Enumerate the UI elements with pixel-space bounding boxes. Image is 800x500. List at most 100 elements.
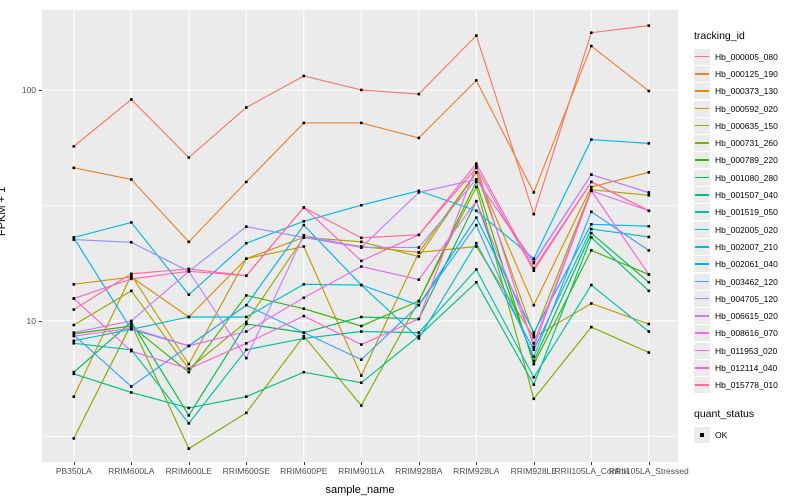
quant-point (532, 331, 536, 334)
quant-point (302, 296, 306, 300)
legend-key-line (695, 124, 709, 127)
x-tick-label: RRIM901LA (338, 466, 385, 476)
quant-point (72, 308, 76, 311)
quant-point (130, 385, 133, 388)
quant-point (130, 319, 133, 323)
x-tick-mark (246, 462, 248, 465)
legend-key-line (695, 315, 709, 317)
quant-status-label: OK (715, 429, 728, 440)
quant-point (590, 210, 593, 214)
quant-point (302, 223, 306, 227)
quant-point (590, 231, 593, 235)
quant-point (187, 240, 191, 244)
x-tick-label: RRIM928LA (453, 466, 500, 476)
legend-item-label: Hb_004705_120 (715, 293, 778, 304)
square-point-icon (700, 432, 704, 437)
quant-point (187, 344, 191, 348)
quant-point (245, 330, 248, 333)
quant-point (72, 236, 76, 240)
legend-item: Hb_000373_130 (694, 83, 800, 100)
quant-point (245, 274, 248, 277)
quant-point (187, 315, 191, 319)
legend-key (694, 325, 710, 342)
legend-key (694, 221, 710, 238)
legend-key (694, 342, 710, 359)
quant-point (475, 164, 478, 168)
legend-key-line (695, 332, 709, 334)
quant-point (187, 414, 191, 417)
legend-key-line (695, 107, 709, 110)
x-tick-mark (476, 462, 478, 465)
quant-point (187, 447, 191, 450)
quant-point (245, 241, 248, 245)
quant-point (417, 303, 421, 307)
quant-point (302, 331, 306, 334)
quant-point (475, 280, 478, 284)
legend-key (694, 204, 710, 221)
legend-item: Hb_015778_010 (694, 377, 800, 394)
quant-point (647, 289, 651, 293)
x-tick-label: RRIM928BA (395, 466, 443, 476)
quant-point (417, 255, 421, 258)
quant-point (130, 289, 133, 293)
panel-background (42, 10, 678, 462)
quant-point (360, 240, 363, 244)
quant-point (532, 260, 536, 264)
quant-point (360, 324, 363, 328)
quant-point (245, 303, 248, 307)
legend-key-line (695, 366, 709, 369)
quant-point (590, 44, 593, 48)
x-tick-label: RRII105LA_Control (554, 466, 629, 476)
legend-item: Hb_012114_040 (694, 359, 800, 376)
quant-point (647, 322, 651, 326)
x-tick-label: PB350LA (55, 466, 92, 476)
quant-point (475, 209, 478, 213)
quant-point (72, 331, 76, 334)
quant-point (532, 342, 536, 345)
quant-point (72, 342, 76, 345)
legend-item-label: Hb_011953_020 (715, 345, 778, 356)
legend-key-line (695, 349, 709, 352)
x-tick-label: RRIM600LA (108, 466, 155, 476)
quant-point (130, 391, 133, 394)
quant-point (360, 265, 363, 268)
quant-point (302, 74, 306, 78)
quant-point (187, 293, 191, 296)
quant-point (647, 193, 651, 197)
quant-point (647, 24, 651, 27)
quant-point (532, 303, 536, 307)
quant-point (360, 88, 363, 92)
quant-point (72, 145, 76, 148)
quant-point (590, 173, 593, 176)
quant-point (72, 323, 76, 327)
quant-point (360, 330, 363, 333)
quant-point (417, 233, 421, 237)
legend-item: Hb_001507_040 (694, 186, 800, 204)
quant-point (130, 272, 133, 276)
legend-key-line (695, 194, 709, 196)
quant-point (130, 349, 133, 353)
x-tick-label: RRIM600SE (222, 466, 270, 476)
x-tick-mark (418, 462, 420, 465)
legend-key-line (695, 384, 709, 386)
quant-point (532, 355, 536, 359)
quant-point (590, 227, 593, 231)
quant-point (532, 376, 536, 379)
quant-point (187, 362, 191, 366)
quant-point (417, 246, 421, 249)
legend-key (694, 377, 710, 394)
quant-point (130, 98, 133, 101)
quant-point (647, 191, 651, 194)
quant-point (360, 121, 363, 125)
quant-point (360, 283, 363, 287)
quant-point (72, 372, 76, 376)
legend-item-label: Hb_006615_020 (715, 311, 778, 322)
legend-key (694, 169, 710, 186)
quant-status-items: OK (694, 426, 800, 443)
y-tick-label: 10 (26, 315, 36, 326)
quant-point (417, 136, 421, 140)
quant-point (360, 374, 363, 377)
quant-point (532, 257, 536, 260)
x-tick-label: RRII105LA_Stressed (608, 466, 689, 476)
quant-point (302, 370, 306, 374)
